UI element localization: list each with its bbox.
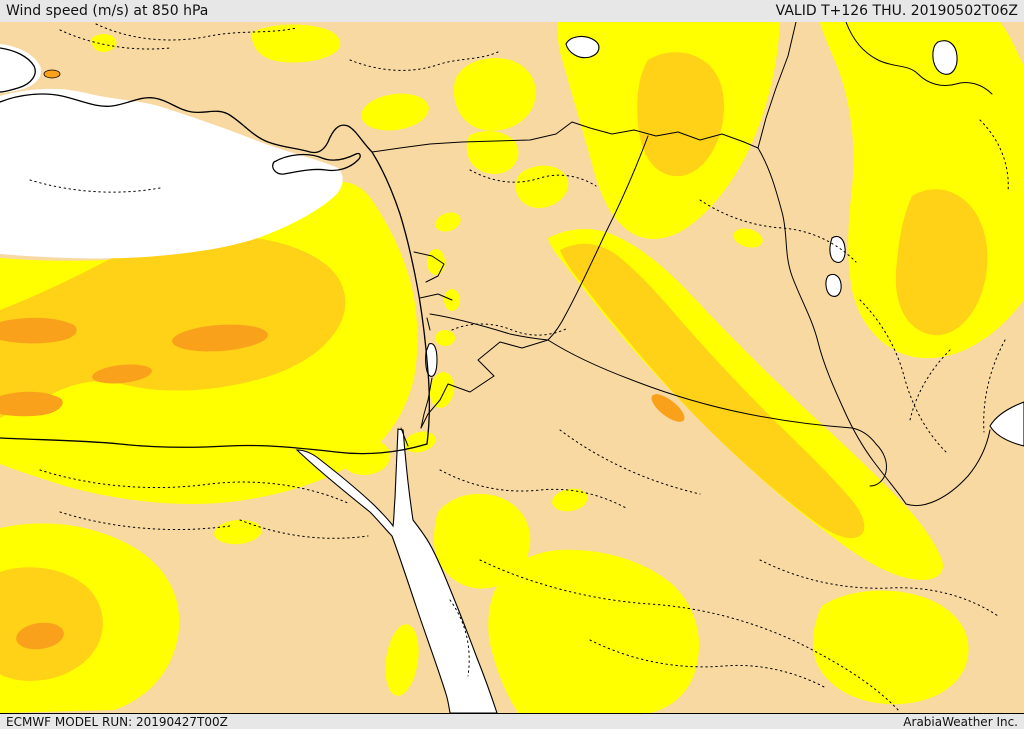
- border-caucasus: [845, 22, 993, 95]
- dotted-contour-lines: [29, 23, 1009, 713]
- border-turkey-syria-iraq: [371, 121, 759, 153]
- border-syria-iraq: [547, 135, 649, 341]
- border-kuwait: [869, 443, 887, 487]
- header-bar: Wind speed (m/s) at 850 hPa VALID T+126 …: [0, 0, 1024, 22]
- border-israel-lebanon: [419, 293, 453, 301]
- border-lebanon-syria: [413, 251, 445, 283]
- red-sea: [295, 428, 498, 713]
- dead-sea: [425, 343, 438, 377]
- border-iraq-saudi: [547, 339, 877, 445]
- border-jordan-saudi: [420, 339, 549, 429]
- footer-bar: ECMWF MODEL RUN: 20190427T00Z ArabiaWeat…: [0, 713, 1024, 729]
- border-israel-egypt: [400, 427, 409, 447]
- model-run-label: ECMWF MODEL RUN: 20190427T00Z: [6, 714, 228, 729]
- lake-tharthar-south: [825, 273, 842, 297]
- aegean-coastline: [0, 47, 36, 93]
- wind-level-gold-regions: [0, 52, 988, 681]
- lake-urmia: [932, 40, 958, 75]
- wind-level-orange-regions: [0, 61, 685, 650]
- valid-time-label: VALID T+126 THU. 20190502T06Z: [775, 3, 1018, 19]
- coastlines: [0, 47, 431, 455]
- border-syria-jordan: [429, 313, 549, 341]
- border-jordan-israel: [420, 317, 433, 429]
- map-area: [0, 22, 1024, 713]
- mediterranean-coastline: [0, 93, 431, 455]
- map-title: Wind speed (m/s) at 850 hPa: [6, 3, 209, 19]
- brand-label: ArabiaWeather Inc.: [903, 714, 1018, 729]
- lake-tharthar-north: [829, 235, 846, 263]
- country-borders: [371, 22, 993, 506]
- water-bodies: [295, 35, 1024, 713]
- persian-gulf-edge: [989, 401, 1024, 447]
- cyprus-coastline: [272, 152, 361, 175]
- weather-map: [0, 22, 1024, 713]
- border-iraq-iran: [757, 147, 991, 506]
- border-turkey-iran: [757, 22, 797, 149]
- lake-turkey: [565, 35, 600, 59]
